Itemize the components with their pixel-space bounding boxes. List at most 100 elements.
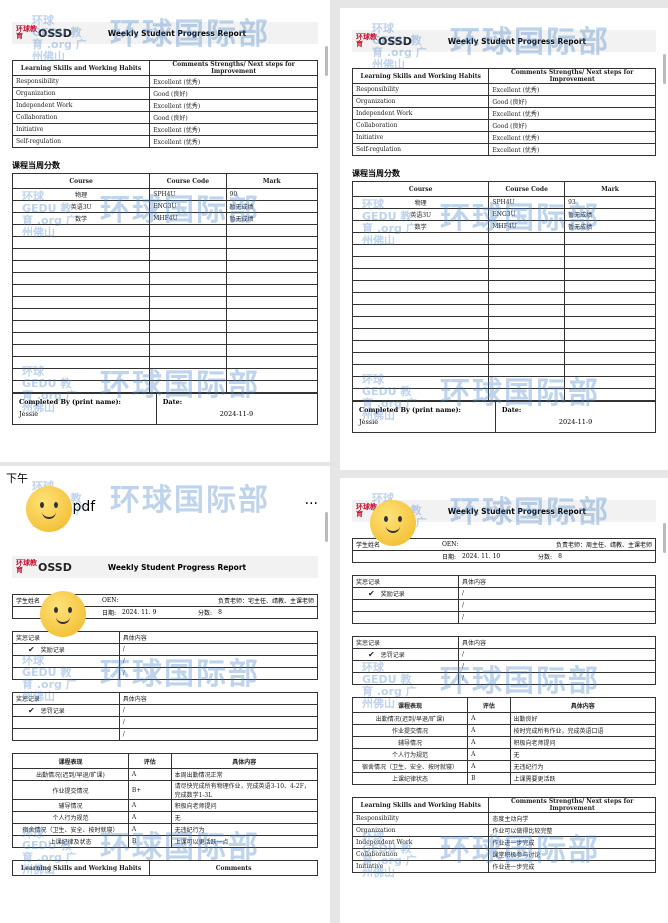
cell	[225, 260, 318, 273]
cell	[11, 248, 151, 261]
header-cell: 评估	[467, 697, 511, 713]
cell	[351, 232, 490, 245]
brand: OSSD	[38, 560, 72, 574]
cell: Responsibility	[11, 75, 151, 88]
brand: OSSD	[38, 26, 72, 40]
record-type: 惩罚记录	[40, 708, 65, 715]
table-row: Responsibility Excellent (优秀)	[351, 83, 656, 96]
cell	[225, 236, 318, 249]
header-cell: Comments Strengths/ Next steps for Impro…	[149, 60, 318, 76]
cell: A	[467, 760, 511, 773]
date-label: 日期:	[442, 554, 457, 561]
blank-row	[351, 364, 656, 377]
cell	[488, 304, 566, 317]
info-row: 日期: 2024. 11. 9 分数: 8	[13, 607, 317, 618]
cell: 上课需要更活跃	[509, 772, 657, 785]
table-row: Self-regulation Excellent (优秀)	[11, 135, 318, 148]
table-row: 出勤情况(迟到/早退/旷课) A 本周出勤情况正常	[12, 768, 319, 781]
more-button[interactable]: ···	[304, 496, 318, 512]
cell: B	[467, 772, 511, 785]
cell	[488, 292, 566, 305]
footer: Completed By (print name): Jessie Date: 202…	[352, 401, 656, 433]
cell: Good (良好)	[149, 111, 318, 124]
blank-row	[11, 332, 318, 345]
cell: Organization	[351, 824, 490, 837]
cell	[351, 328, 490, 341]
report-panel: 环球教育 OSSD Weekly Student Progress Report Le…	[340, 8, 668, 470]
cell	[564, 376, 656, 389]
status-bar: 下午	[6, 470, 324, 486]
cell	[351, 388, 490, 401]
header-cell: Comments Strengths/ Next steps for Impro…	[488, 68, 656, 84]
cell	[11, 272, 151, 285]
cell: Organization	[11, 87, 151, 100]
table-row: 出勤情况(迟到/早退/旷课) A 出勤良好	[351, 712, 657, 725]
cell	[564, 316, 656, 329]
cell	[149, 284, 227, 297]
cell: Excellent (优秀)	[149, 99, 318, 112]
cell: 物理	[11, 188, 151, 201]
table-row: 宿舍情况（卫生、安全、按时就寝） A 无违纪行为	[351, 760, 657, 773]
cell	[564, 352, 656, 365]
table-row: 英语3U ENG3U 暂无成绩	[11, 200, 318, 213]
date-block: Date: 2024-11-9	[157, 394, 317, 424]
cell: Independent Work	[351, 107, 490, 120]
cell: 辅导情况	[351, 736, 469, 749]
table-row: 个人行为规范 A 无	[12, 811, 319, 824]
header-cell: 具体内容	[509, 697, 657, 713]
cell: 上课纪律及状态	[12, 835, 129, 848]
table-row: Independent Work 作业进一步完成	[351, 836, 656, 849]
cell	[351, 268, 490, 281]
cell	[225, 320, 318, 333]
cell: 90	[225, 188, 318, 201]
table-row: Collaboration Good (良好)	[351, 119, 656, 132]
cell: Responsibility	[351, 812, 490, 825]
cell: 作业提交情况	[351, 724, 469, 737]
cell: A	[127, 768, 172, 781]
cell	[488, 328, 566, 341]
header-cell: 具体内容	[458, 575, 656, 588]
cell: 宿舍情况（卫生、安全、按时就寝）	[12, 823, 129, 836]
cell: B+	[127, 780, 172, 800]
header-cell: 具体内容	[170, 753, 319, 769]
cell	[11, 368, 151, 381]
report-panel: 环球教育 OSSD Weekly Student Progress Report Le…	[0, 0, 330, 462]
table-row: Independent Work Excellent (优秀)	[11, 99, 318, 112]
cell: Initiative	[351, 860, 490, 873]
cell	[11, 344, 151, 357]
score: 8	[558, 553, 562, 560]
emoji-sticker	[40, 591, 86, 637]
cell: /	[458, 672, 656, 685]
score: 8	[218, 609, 222, 616]
table-row: Initiative Excellent (优秀)	[351, 131, 656, 144]
cell: /	[118, 728, 319, 741]
table-row: ✔ 奖励记录 /	[351, 587, 656, 600]
cell	[351, 599, 460, 612]
table: 课程表现 评估 具体内容 出勤情况(迟到/早退/旷课) A 本周出勤情况正常 作业提交情况 B…	[12, 753, 319, 848]
cell	[488, 340, 566, 353]
cell: Excellent (优秀)	[149, 135, 318, 148]
cell: Excellent (优秀)	[488, 107, 656, 120]
cell	[149, 320, 227, 333]
date-block: Date: 2024-11-9	[496, 402, 655, 432]
table-header: Learning Skills and Working Habits Commen…	[351, 68, 656, 84]
table-header: 奖惩记录 具体内容	[351, 636, 656, 649]
cell	[564, 340, 656, 353]
cell: Good (良好)	[488, 95, 656, 108]
footer: Completed By (print name): Jessie Date: 202…	[12, 393, 318, 425]
score-label: 分数:	[198, 610, 213, 617]
cell: Excellent (优秀)	[488, 83, 656, 96]
blank-row	[351, 280, 656, 293]
section-title: 课程当周分数	[12, 160, 60, 170]
cell: 英语3U	[351, 208, 490, 221]
blank-row	[351, 268, 656, 281]
table-row: /	[351, 660, 656, 673]
cell: Collaboration	[351, 848, 490, 861]
cell	[11, 380, 151, 393]
student-info: 学生姓名 OEN: 负责老师：宅主任、靖教、主课老师 日期: 2024. 11. 9 分数…	[12, 594, 318, 619]
date: 2024. 11. 9	[122, 609, 157, 616]
cell	[488, 268, 566, 281]
cell: 出勤情况(迟到/早退/旷课)	[351, 712, 469, 725]
